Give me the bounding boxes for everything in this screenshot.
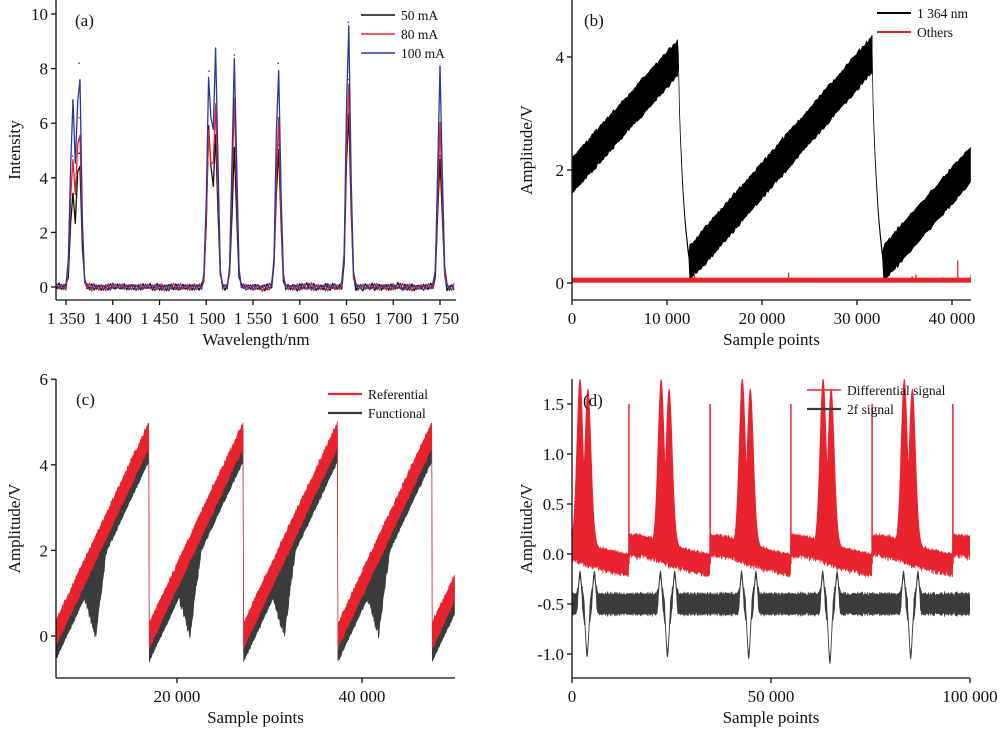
- peak-point: [214, 48, 217, 51]
- x-tick-label: 100 000: [942, 687, 997, 706]
- x-tick-label: 0: [568, 309, 577, 328]
- y-tick-label: 0.5: [543, 495, 564, 514]
- legend-label: Differential signal: [847, 383, 946, 398]
- y-tick-label: 0: [40, 627, 49, 646]
- x-tick-label: 1 700: [374, 309, 412, 328]
- x-tick-label: 40 000: [339, 687, 386, 706]
- series-differential-band: [572, 379, 970, 578]
- panel-c: 0 2 4 6 20 000 40 000 Sample points Amplitude/V…: [5, 370, 455, 727]
- plot-area-c: [56, 420, 455, 663]
- x-tick-label: 1 550: [234, 309, 272, 328]
- series-line-80-mA: [56, 83, 455, 293]
- x-axis-title: Sample points: [723, 708, 820, 727]
- legend-label: Others: [917, 25, 953, 40]
- x-tick-label: 1 600: [281, 309, 319, 328]
- y-tick-label: 4: [40, 456, 49, 475]
- peak-point: [78, 62, 80, 64]
- x-tick-label: 0: [568, 687, 577, 706]
- series-others-line: [572, 277, 971, 283]
- x-axis-title: Sample points: [207, 708, 304, 727]
- series-line-100-mA: [56, 25, 455, 292]
- peak-point: [233, 149, 236, 152]
- peak-point: [277, 62, 280, 64]
- x-tick-label: 1 450: [140, 309, 178, 328]
- y-tick-label: 2: [40, 541, 49, 560]
- peak-point: [208, 70, 210, 73]
- y-axis-title: Amplitude/V: [517, 483, 536, 573]
- peak-point: [71, 193, 74, 195]
- series-1364nm-band: [572, 34, 971, 283]
- y-tick-label: -0.5: [537, 595, 564, 614]
- peak-point: [233, 54, 236, 56]
- y-tick-label: 6: [40, 370, 49, 389]
- x-tick-label: 1 750: [421, 309, 459, 328]
- x-tick-label: 1 350: [47, 309, 85, 328]
- y-tick-label: 4: [556, 48, 565, 67]
- peak-point: [439, 122, 441, 124]
- x-tick-label: 40 000: [929, 309, 976, 328]
- series-functional-band: [56, 428, 455, 663]
- peak-point: [214, 103, 217, 105]
- series-2f-band: [572, 570, 970, 665]
- plot-area-a: [56, 21, 455, 293]
- panel-a: 0 2 4 6 8 10 1 350 1 400 1 450 1 500 1 550 1 600 1 6…: [5, 0, 459, 349]
- y-tick-label: 2: [556, 161, 565, 180]
- panel-label: (c): [76, 390, 95, 409]
- x-tick-label: 1 500: [187, 309, 225, 328]
- x-axis-title: Wavelength/nm: [202, 330, 309, 349]
- x-tick-label: 20 000: [154, 687, 201, 706]
- x-tick-label: 1 650: [327, 309, 365, 328]
- panel-label: (a): [75, 11, 94, 30]
- y-tick-label: 1.5: [543, 395, 564, 414]
- y-tick-label: 0.0: [543, 545, 564, 564]
- y-tick-label: 0: [556, 274, 565, 293]
- legend-label: 100 mA: [401, 46, 445, 61]
- y-axis-title: Amplitude/V: [517, 104, 536, 194]
- peak-point: [208, 125, 210, 127]
- peak-point: [439, 67, 441, 70]
- series-referential-band: [56, 420, 455, 650]
- legend-label: Referential: [368, 387, 428, 402]
- peak-point: [78, 152, 80, 155]
- plot-area-b: [572, 34, 971, 283]
- x-tick-label: 10 000: [644, 309, 691, 328]
- peak-point: [347, 21, 350, 23]
- y-tick-label: -1.0: [537, 645, 564, 664]
- peak-point: [78, 116, 80, 119]
- x-axis-title: Sample points: [723, 330, 820, 349]
- series-line-50-mA: [56, 113, 455, 292]
- legend-label: 80 mA: [401, 27, 438, 42]
- panel-label: (d): [583, 391, 603, 410]
- legend-label: 2f signal: [847, 402, 894, 417]
- legend-label: Functional: [368, 406, 426, 421]
- y-axis-title: Amplitude/V: [5, 483, 24, 573]
- x-tick-label: 30 000: [834, 309, 881, 328]
- y-tick-label: 4: [40, 169, 49, 188]
- y-tick-label: 2: [40, 223, 49, 242]
- x-tick-label: 20 000: [739, 309, 786, 328]
- panel-label: (b): [584, 11, 604, 30]
- y-tick-label: 6: [40, 114, 49, 133]
- y-axis-title: Intensity: [5, 120, 24, 180]
- legend-label: 50 mA: [401, 8, 438, 23]
- legend-label: 1 364 nm: [917, 6, 969, 21]
- x-tick-label: 1 400: [94, 309, 132, 328]
- panel-b: 0 2 4 0 10 000 20 000 30 000 40 000 Sample point…: [517, 0, 975, 349]
- y-tick-label: 10: [31, 5, 48, 24]
- peak-point: [71, 155, 74, 157]
- plot-area-d: [572, 379, 970, 665]
- y-tick-label: 8: [40, 60, 49, 79]
- peak-point: [71, 100, 74, 103]
- y-tick-label: 1.0: [543, 445, 564, 464]
- peak-point: [277, 116, 280, 119]
- x-tick-label: 50 000: [748, 687, 795, 706]
- y-tick-label: 0: [40, 278, 49, 297]
- panel-d: 1.5 1.0 0.5 0.0 -0.5 -1.0 0 50 000 100 000 Sample…: [517, 379, 998, 727]
- peak-point: [347, 78, 350, 81]
